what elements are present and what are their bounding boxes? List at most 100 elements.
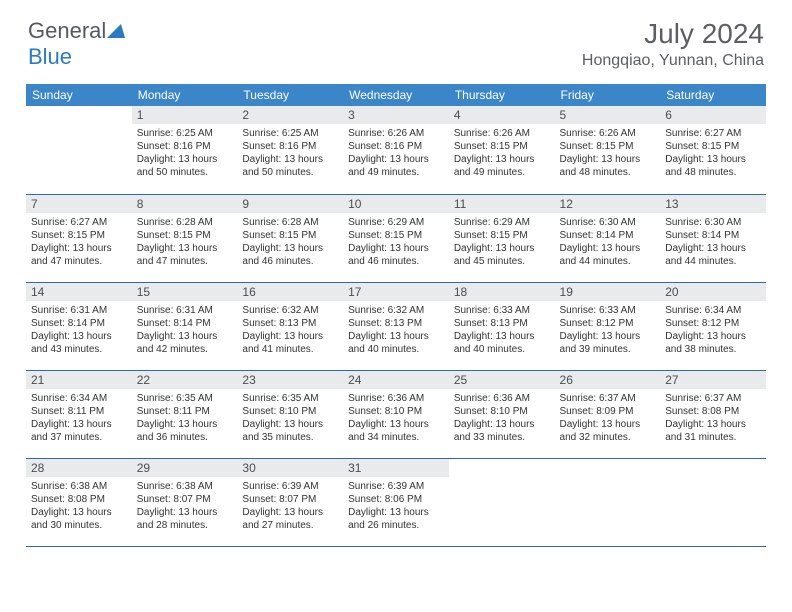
day-info: Sunrise: 6:32 AMSunset: 8:13 PMDaylight:… — [237, 301, 343, 360]
day-number: 20 — [660, 283, 766, 301]
calendar-cell: 30Sunrise: 6:39 AMSunset: 8:07 PMDayligh… — [237, 458, 343, 546]
weekday-row: SundayMondayTuesdayWednesdayThursdayFrid… — [26, 84, 766, 106]
day-number: 5 — [555, 106, 661, 124]
logo-part1: General — [28, 18, 106, 43]
calendar-cell: 24Sunrise: 6:36 AMSunset: 8:10 PMDayligh… — [343, 370, 449, 458]
calendar-cell: 8Sunrise: 6:28 AMSunset: 8:15 PMDaylight… — [132, 194, 238, 282]
day-number: 19 — [555, 283, 661, 301]
calendar-head: SundayMondayTuesdayWednesdayThursdayFrid… — [26, 84, 766, 106]
calendar-cell: 26Sunrise: 6:37 AMSunset: 8:09 PMDayligh… — [555, 370, 661, 458]
weekday-header: Thursday — [449, 84, 555, 106]
weekday-header: Saturday — [660, 84, 766, 106]
day-info: Sunrise: 6:33 AMSunset: 8:13 PMDaylight:… — [449, 301, 555, 360]
day-number: 18 — [449, 283, 555, 301]
day-info: Sunrise: 6:36 AMSunset: 8:10 PMDaylight:… — [449, 389, 555, 448]
day-info: Sunrise: 6:26 AMSunset: 8:15 PMDaylight:… — [449, 124, 555, 183]
day-info: Sunrise: 6:39 AMSunset: 8:06 PMDaylight:… — [343, 477, 449, 536]
day-number: 23 — [237, 371, 343, 389]
calendar-cell: 5Sunrise: 6:26 AMSunset: 8:15 PMDaylight… — [555, 106, 661, 194]
calendar-cell: 16Sunrise: 6:32 AMSunset: 8:13 PMDayligh… — [237, 282, 343, 370]
day-number: 6 — [660, 106, 766, 124]
day-number: 14 — [26, 283, 132, 301]
day-info: Sunrise: 6:33 AMSunset: 8:12 PMDaylight:… — [555, 301, 661, 360]
day-info: Sunrise: 6:31 AMSunset: 8:14 PMDaylight:… — [26, 301, 132, 360]
calendar-cell: 21Sunrise: 6:34 AMSunset: 8:11 PMDayligh… — [26, 370, 132, 458]
day-number: 26 — [555, 371, 661, 389]
header: General Blue July 2024 Hongqiao, Yunnan,… — [0, 0, 792, 76]
calendar-cell: 15Sunrise: 6:31 AMSunset: 8:14 PMDayligh… — [132, 282, 238, 370]
calendar-body: .. 1Sunrise: 6:25 AMSunset: 8:16 PMDaylig… — [26, 106, 766, 546]
day-number: 24 — [343, 371, 449, 389]
calendar-cell: 31Sunrise: 6:39 AMSunset: 8:06 PMDayligh… — [343, 458, 449, 546]
day-info: Sunrise: 6:25 AMSunset: 8:16 PMDaylight:… — [132, 124, 238, 183]
weekday-header: Tuesday — [237, 84, 343, 106]
day-number: 13 — [660, 195, 766, 213]
day-number: 17 — [343, 283, 449, 301]
day-info: Sunrise: 6:34 AMSunset: 8:12 PMDaylight:… — [660, 301, 766, 360]
day-info: Sunrise: 6:34 AMSunset: 8:11 PMDaylight:… — [26, 389, 132, 448]
calendar-row: 7Sunrise: 6:27 AMSunset: 8:15 PMDaylight… — [26, 194, 766, 282]
day-info: Sunrise: 6:38 AMSunset: 8:08 PMDaylight:… — [26, 477, 132, 536]
calendar-cell: 11Sunrise: 6:29 AMSunset: 8:15 PMDayligh… — [449, 194, 555, 282]
calendar-cell: 4Sunrise: 6:26 AMSunset: 8:15 PMDaylight… — [449, 106, 555, 194]
day-info: Sunrise: 6:30 AMSunset: 8:14 PMDaylight:… — [660, 213, 766, 272]
weekday-header: Sunday — [26, 84, 132, 106]
calendar-cell: .. — [449, 458, 555, 546]
calendar-row: 14Sunrise: 6:31 AMSunset: 8:14 PMDayligh… — [26, 282, 766, 370]
calendar-cell: 7Sunrise: 6:27 AMSunset: 8:15 PMDaylight… — [26, 194, 132, 282]
calendar-cell: 14Sunrise: 6:31 AMSunset: 8:14 PMDayligh… — [26, 282, 132, 370]
calendar-cell: 10Sunrise: 6:29 AMSunset: 8:15 PMDayligh… — [343, 194, 449, 282]
day-info: Sunrise: 6:35 AMSunset: 8:11 PMDaylight:… — [132, 389, 238, 448]
weekday-header: Monday — [132, 84, 238, 106]
day-info: Sunrise: 6:28 AMSunset: 8:15 PMDaylight:… — [237, 213, 343, 272]
day-number: 27 — [660, 371, 766, 389]
day-number: 8 — [132, 195, 238, 213]
calendar-cell: 3Sunrise: 6:26 AMSunset: 8:16 PMDaylight… — [343, 106, 449, 194]
calendar-row: ..1Sunrise: 6:25 AMSunset: 8:16 PMDaylig… — [26, 106, 766, 194]
calendar-cell: 2Sunrise: 6:25 AMSunset: 8:16 PMDaylight… — [237, 106, 343, 194]
day-info: Sunrise: 6:32 AMSunset: 8:13 PMDaylight:… — [343, 301, 449, 360]
calendar-cell: 13Sunrise: 6:30 AMSunset: 8:14 PMDayligh… — [660, 194, 766, 282]
day-number: 30 — [237, 459, 343, 477]
day-info: Sunrise: 6:29 AMSunset: 8:15 PMDaylight:… — [343, 213, 449, 272]
logo: General Blue — [28, 18, 125, 70]
calendar-cell: 22Sunrise: 6:35 AMSunset: 8:11 PMDayligh… — [132, 370, 238, 458]
day-number: 3 — [343, 106, 449, 124]
day-number: 29 — [132, 459, 238, 477]
day-number: 22 — [132, 371, 238, 389]
day-info: Sunrise: 6:36 AMSunset: 8:10 PMDaylight:… — [343, 389, 449, 448]
day-number: 10 — [343, 195, 449, 213]
calendar-cell: 29Sunrise: 6:38 AMSunset: 8:07 PMDayligh… — [132, 458, 238, 546]
day-number: 12 — [555, 195, 661, 213]
day-info: Sunrise: 6:35 AMSunset: 8:10 PMDaylight:… — [237, 389, 343, 448]
logo-part2: Blue — [28, 44, 72, 69]
calendar-cell: 23Sunrise: 6:35 AMSunset: 8:10 PMDayligh… — [237, 370, 343, 458]
calendar-cell: .. — [660, 458, 766, 546]
calendar-table: SundayMondayTuesdayWednesdayThursdayFrid… — [26, 84, 766, 547]
weekday-header: Wednesday — [343, 84, 449, 106]
calendar-cell: 27Sunrise: 6:37 AMSunset: 8:08 PMDayligh… — [660, 370, 766, 458]
day-info: Sunrise: 6:25 AMSunset: 8:16 PMDaylight:… — [237, 124, 343, 183]
day-number: 4 — [449, 106, 555, 124]
title-block: July 2024 Hongqiao, Yunnan, China — [582, 18, 764, 70]
day-number: 9 — [237, 195, 343, 213]
calendar-row: 28Sunrise: 6:38 AMSunset: 8:08 PMDayligh… — [26, 458, 766, 546]
day-number: 1 — [132, 106, 238, 124]
day-info: Sunrise: 6:27 AMSunset: 8:15 PMDaylight:… — [26, 213, 132, 272]
day-info: Sunrise: 6:37 AMSunset: 8:08 PMDaylight:… — [660, 389, 766, 448]
day-info: Sunrise: 6:27 AMSunset: 8:15 PMDaylight:… — [660, 124, 766, 183]
calendar-cell: 28Sunrise: 6:38 AMSunset: 8:08 PMDayligh… — [26, 458, 132, 546]
day-info: Sunrise: 6:37 AMSunset: 8:09 PMDaylight:… — [555, 389, 661, 448]
calendar-cell: 9Sunrise: 6:28 AMSunset: 8:15 PMDaylight… — [237, 194, 343, 282]
location: Hongqiao, Yunnan, China — [582, 52, 764, 70]
logo-triangle-icon — [107, 18, 125, 44]
logo-text: General Blue — [28, 18, 125, 70]
day-info: Sunrise: 6:28 AMSunset: 8:15 PMDaylight:… — [132, 213, 238, 272]
day-info: Sunrise: 6:31 AMSunset: 8:14 PMDaylight:… — [132, 301, 238, 360]
day-number: 11 — [449, 195, 555, 213]
day-number: 16 — [237, 283, 343, 301]
day-info: Sunrise: 6:26 AMSunset: 8:15 PMDaylight:… — [555, 124, 661, 183]
day-info: Sunrise: 6:39 AMSunset: 8:07 PMDaylight:… — [237, 477, 343, 536]
day-number: 25 — [449, 371, 555, 389]
calendar-row: 21Sunrise: 6:34 AMSunset: 8:11 PMDayligh… — [26, 370, 766, 458]
